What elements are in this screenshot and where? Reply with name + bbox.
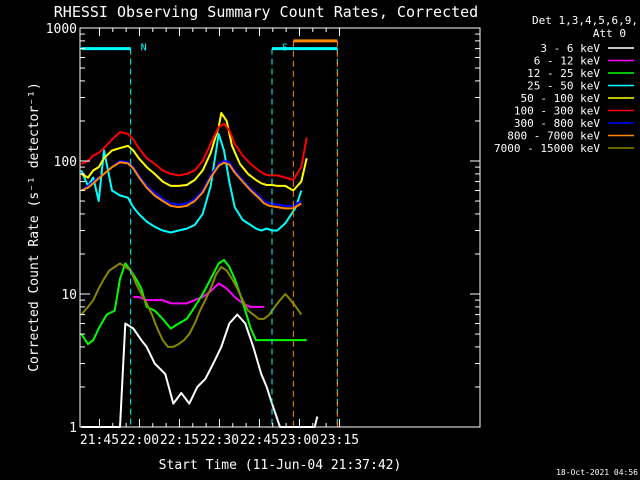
axis-layer: 21:45 22:00 22:15 22:30 22:45 23:00 23:15 1 10 10… xyxy=(46,22,480,448)
series-layer xyxy=(80,111,319,428)
y-tick-label: 1 xyxy=(69,421,77,436)
x-tick-label: 23:00 xyxy=(280,433,319,448)
legend-label-50-100-kev: 50 - 100 keV xyxy=(521,92,601,105)
legend-label-800-7000-kev: 800 - 7000 keV xyxy=(507,130,600,143)
x-tick-label: 23:15 xyxy=(320,433,359,448)
annotation-label-n: N xyxy=(141,43,147,54)
legend-header-attenuator: Att 0 xyxy=(593,27,626,40)
x-tick-label: 22:45 xyxy=(240,433,279,448)
legend-label-100-300-kev: 100 - 300 keV xyxy=(514,105,600,118)
legend-label-6-12-kev: 6 - 12 keV xyxy=(534,55,601,68)
x-tick-label: 22:00 xyxy=(120,433,159,448)
series-line-100-300-kev xyxy=(80,122,308,181)
legend-header-detectors: Det 1,3,4,5,6,9, xyxy=(532,14,638,27)
chart-title: RHESSI Observing Summary Count Rates, Co… xyxy=(54,3,478,21)
y-axis-label: Corrected Count Rate (s⁻¹ detector⁻¹) xyxy=(27,82,42,372)
x-axis-label: Start Time (11-Jun-04 21:37:42) xyxy=(159,458,402,473)
annotation-label-s: S xyxy=(282,43,288,54)
series-line-25-50-kev xyxy=(80,132,303,234)
legend-label-3-6-kev: 3 - 6 keV xyxy=(540,42,600,55)
legend-label-7000-15000-kev: 7000 - 15000 keV xyxy=(494,142,600,155)
legend-label-12-25-kev: 12 - 25 keV xyxy=(527,67,600,80)
series-line-300-800-kev xyxy=(80,160,302,207)
series-line-3-6-kev xyxy=(81,313,319,428)
x-tick-label: 22:30 xyxy=(200,433,239,448)
series-line-50-100-kev xyxy=(80,111,308,192)
legend-label-300-800-kev: 300 - 800 keV xyxy=(514,117,600,130)
series-line-7000-15000-kev xyxy=(80,262,303,348)
series-line-12-25-kev xyxy=(80,259,307,346)
y-tick-label: 100 xyxy=(54,155,77,170)
y-tick-label: 10 xyxy=(61,288,77,303)
series-line-800-7000-kev xyxy=(80,161,302,210)
plot-frame xyxy=(79,27,481,428)
x-tick-label: 21:45 xyxy=(80,433,119,448)
legend-label-25-50-kev: 25 - 50 keV xyxy=(527,80,600,93)
y-tick-label: 1000 xyxy=(46,22,77,37)
x-tick-label: 22:15 xyxy=(160,433,199,448)
generation-timestamp: 18-Oct-2021 04:56 xyxy=(556,468,638,477)
